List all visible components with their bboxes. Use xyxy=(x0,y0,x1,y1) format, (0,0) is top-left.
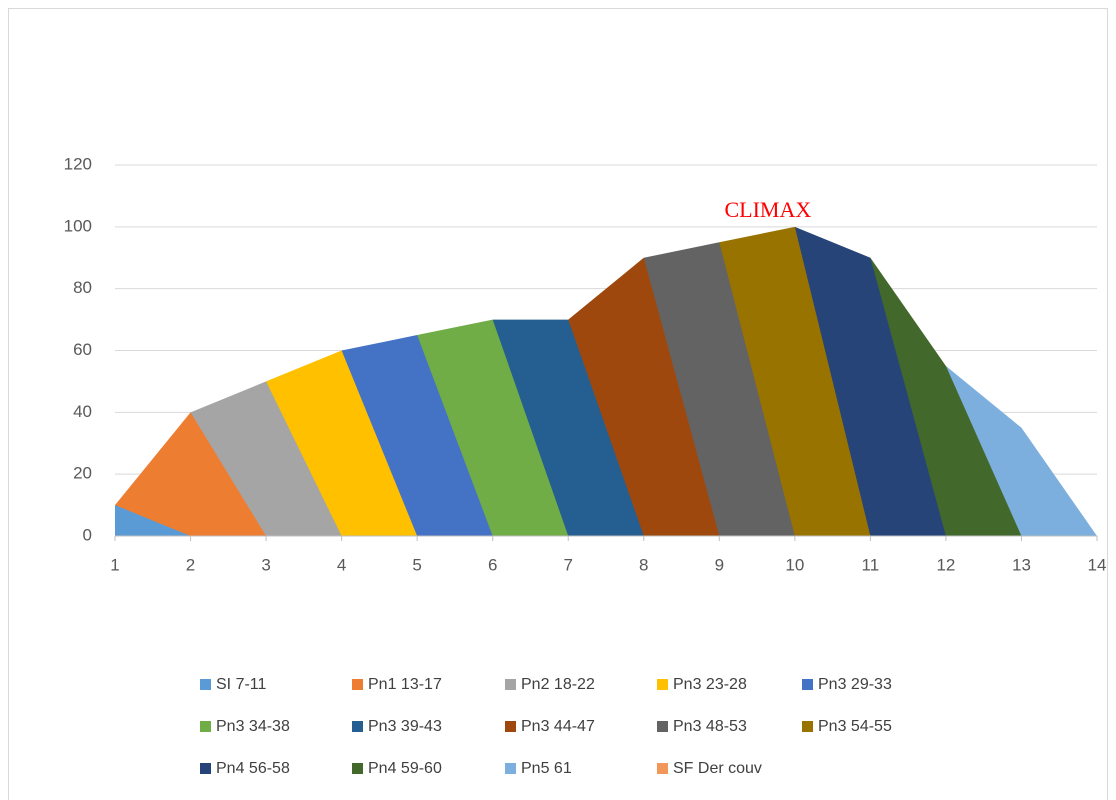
x-tick-label: 9 xyxy=(715,555,724,574)
legend-swatch xyxy=(200,721,211,732)
legend-swatch xyxy=(657,763,668,774)
y-tick-label: 20 xyxy=(73,464,92,483)
legend-swatch xyxy=(200,763,211,774)
legend-label: Pn2 18-22 xyxy=(521,676,595,693)
legend-swatch xyxy=(657,679,668,690)
y-tick-label: 0 xyxy=(83,525,92,544)
y-tick-label: 40 xyxy=(73,402,92,421)
x-tick-label: 5 xyxy=(412,555,421,574)
legend-label: Pn3 39-43 xyxy=(368,718,442,735)
area xyxy=(115,505,191,536)
legend-label: Pn4 59-60 xyxy=(368,760,442,777)
x-tick-label: 14 xyxy=(1088,555,1107,574)
legend-swatch xyxy=(505,679,516,690)
y-tick-label: 100 xyxy=(64,216,92,235)
x-tick-label: 4 xyxy=(337,555,346,574)
x-tick-label: 6 xyxy=(488,555,497,574)
annotation: CLIMAX xyxy=(724,197,811,222)
legend-swatch xyxy=(802,679,813,690)
legend-label: SF Der couv xyxy=(673,760,762,777)
x-tick-label: 12 xyxy=(936,555,955,574)
legend-swatch xyxy=(352,679,363,690)
x-tick-label: 2 xyxy=(186,555,195,574)
legend-label: Pn4 56-58 xyxy=(216,760,290,777)
y-tick-label: 120 xyxy=(64,154,92,173)
legend-label: Pn3 48-53 xyxy=(673,718,747,735)
legend-label: SI 7-11 xyxy=(216,676,267,693)
x-tick-label: 13 xyxy=(1012,555,1031,574)
x-tick-label: 11 xyxy=(862,555,880,574)
legend-swatch xyxy=(352,763,363,774)
legend-label: Pn5 61 xyxy=(521,760,572,777)
y-tick-label: 60 xyxy=(73,340,92,359)
area xyxy=(115,412,267,536)
legend-swatch xyxy=(505,721,516,732)
x-tick-label: 3 xyxy=(261,555,270,574)
legend-swatch xyxy=(352,721,363,732)
legend-label: Pn3 23-28 xyxy=(673,676,747,693)
legend-label: Pn3 54-55 xyxy=(818,718,892,735)
x-tick-label: 7 xyxy=(563,555,572,574)
legend-label: Pn3 44-47 xyxy=(521,718,595,735)
x-tick-label: 1 xyxy=(110,555,119,574)
legend-label: Pn3 29-33 xyxy=(818,676,892,693)
x-tick-label: 8 xyxy=(639,555,648,574)
legend-swatch xyxy=(657,721,668,732)
x-tick-label: 10 xyxy=(785,555,804,574)
y-tick-label: 80 xyxy=(73,278,92,297)
legend-label: Pn3 34-38 xyxy=(216,718,290,735)
legend-swatch xyxy=(200,679,211,690)
legend-label: Pn1 13-17 xyxy=(368,676,442,693)
legend-swatch xyxy=(802,721,813,732)
legend-swatch xyxy=(505,763,516,774)
